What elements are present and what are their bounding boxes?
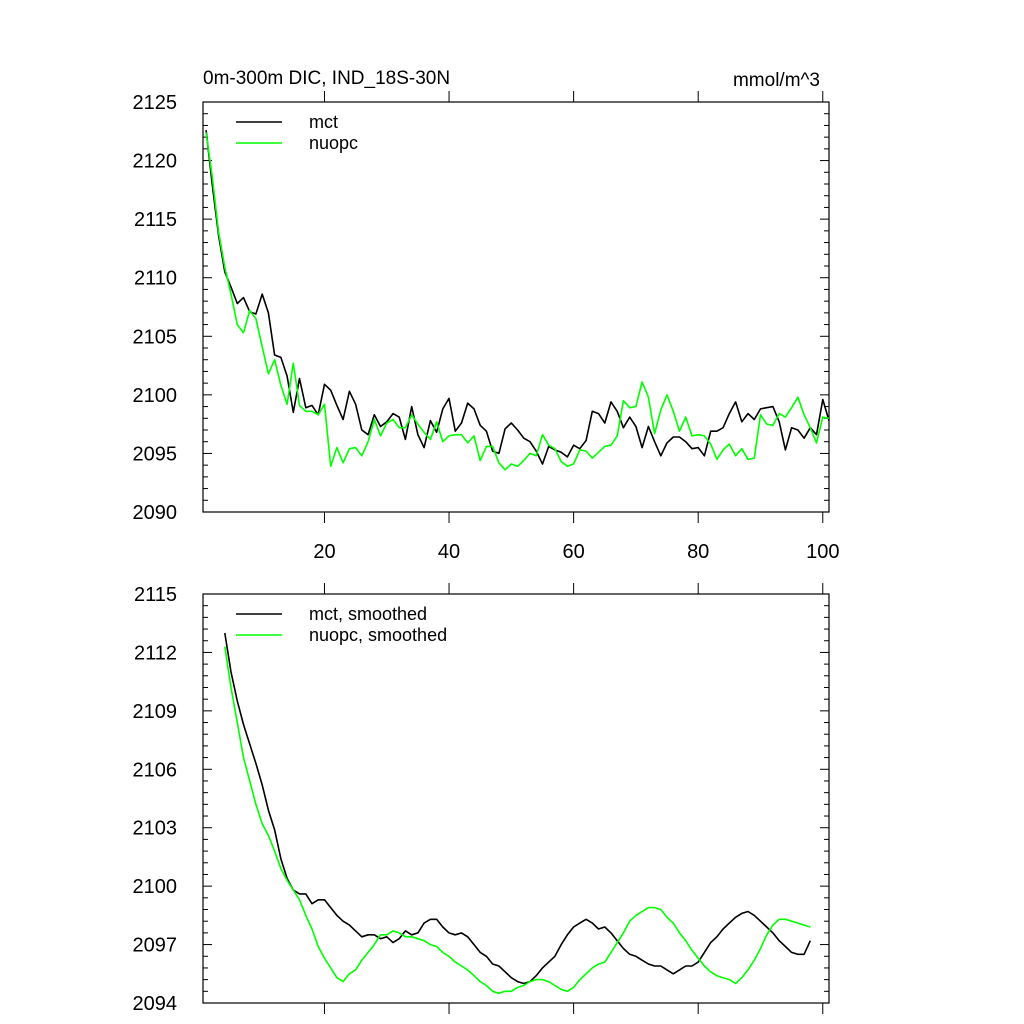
- series-line-mct-smoothed: [224, 632, 812, 985]
- bottom-chart-lines: [224, 632, 812, 995]
- legend-label-mct-smoothed: mct, smoothed: [309, 604, 427, 624]
- top-chart-panel: 0m-300m DIC, IND_18S-30N mmol/m^3 209020…: [133, 68, 840, 563]
- legend-label-nuopc-smoothed: nuopc, smoothed: [309, 625, 447, 645]
- top-chart-lines: [205, 130, 830, 471]
- legend-label-mct: mct: [309, 112, 338, 132]
- y-tick-label: 2115: [134, 584, 177, 606]
- x-tick-label: 40: [438, 541, 460, 563]
- y-tick-label: 2125: [133, 92, 178, 114]
- bottom-chart-panel: 2094 2097 2100 2103 2106 2109 2112 2115 mct, sm…: [133, 583, 830, 1015]
- x-tick-label: 20: [313, 541, 335, 563]
- x-tick-label: 60: [562, 541, 584, 563]
- chart-title: 0m-300m DIC, IND_18S-30N: [203, 68, 450, 89]
- y-tick-label: 2106: [133, 759, 178, 781]
- y-tick-label: 2103: [133, 818, 178, 840]
- x-tick-label: 80: [687, 541, 709, 563]
- series-line-nuopc: [205, 132, 830, 471]
- y-tick-label: 2095: [133, 443, 178, 465]
- chart-units-label: mmol/m^3: [733, 70, 820, 91]
- series-line-nuopc-smoothed: [224, 646, 811, 995]
- y-tick-label: 2100: [133, 385, 178, 407]
- y-tick-label: 2105: [133, 326, 178, 348]
- y-tick-label: 2112: [134, 642, 177, 664]
- series-line-mct: [205, 130, 830, 465]
- y-tick-label: 2094: [133, 993, 178, 1015]
- plot-frame: [202, 593, 830, 1004]
- y-tick-label: 2110: [134, 268, 177, 290]
- y-tick-label: 2115: [134, 209, 177, 231]
- y-tick-label: 2100: [133, 876, 178, 898]
- legend-label-nuopc: nuopc: [309, 133, 358, 153]
- bottom-chart-axes: 2094 2097 2100 2103 2106 2109 2112 2115: [133, 583, 830, 1015]
- x-tick-label: 100: [806, 541, 839, 563]
- y-tick-label: 2090: [133, 502, 178, 524]
- plot-frame: [202, 101, 830, 513]
- top-chart-axes: 2090 2095 2100 2105 2110 2115 2120 2125 20 40 60 80…: [133, 91, 839, 563]
- y-tick-label: 2120: [133, 151, 178, 173]
- y-tick-label: 2097: [133, 935, 178, 957]
- y-tick-label: 2109: [133, 701, 178, 723]
